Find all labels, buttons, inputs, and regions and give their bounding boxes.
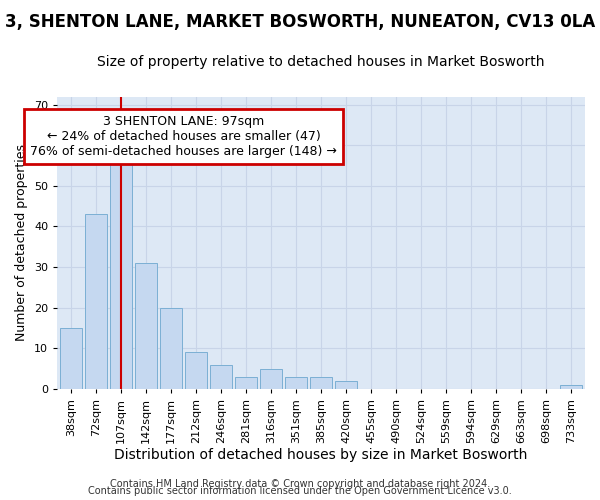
Bar [335,381,358,389]
Bar [235,376,257,389]
Text: 3 SHENTON LANE: 97sqm
← 24% of detached houses are smaller (47)
76% of semi-deta: 3 SHENTON LANE: 97sqm ← 24% of detached … [30,115,337,158]
Y-axis label: Number of detached properties: Number of detached properties [16,144,28,341]
Bar [285,376,307,389]
Bar [185,352,207,389]
Bar [260,368,282,389]
Bar [134,263,157,389]
Title: Size of property relative to detached houses in Market Bosworth: Size of property relative to detached ho… [97,55,545,69]
Text: Contains public sector information licensed under the Open Government Licence v3: Contains public sector information licen… [88,486,512,496]
Text: Contains HM Land Registry data © Crown copyright and database right 2024.: Contains HM Land Registry data © Crown c… [110,479,490,489]
Text: 3, SHENTON LANE, MARKET BOSWORTH, NUNEATON, CV13 0LA: 3, SHENTON LANE, MARKET BOSWORTH, NUNEAT… [5,12,595,30]
Bar [160,308,182,389]
Bar [59,328,82,389]
Bar [110,154,132,389]
Bar [210,364,232,389]
Bar [560,385,583,389]
Bar [310,376,332,389]
Bar [85,214,107,389]
X-axis label: Distribution of detached houses by size in Market Bosworth: Distribution of detached houses by size … [115,448,528,462]
